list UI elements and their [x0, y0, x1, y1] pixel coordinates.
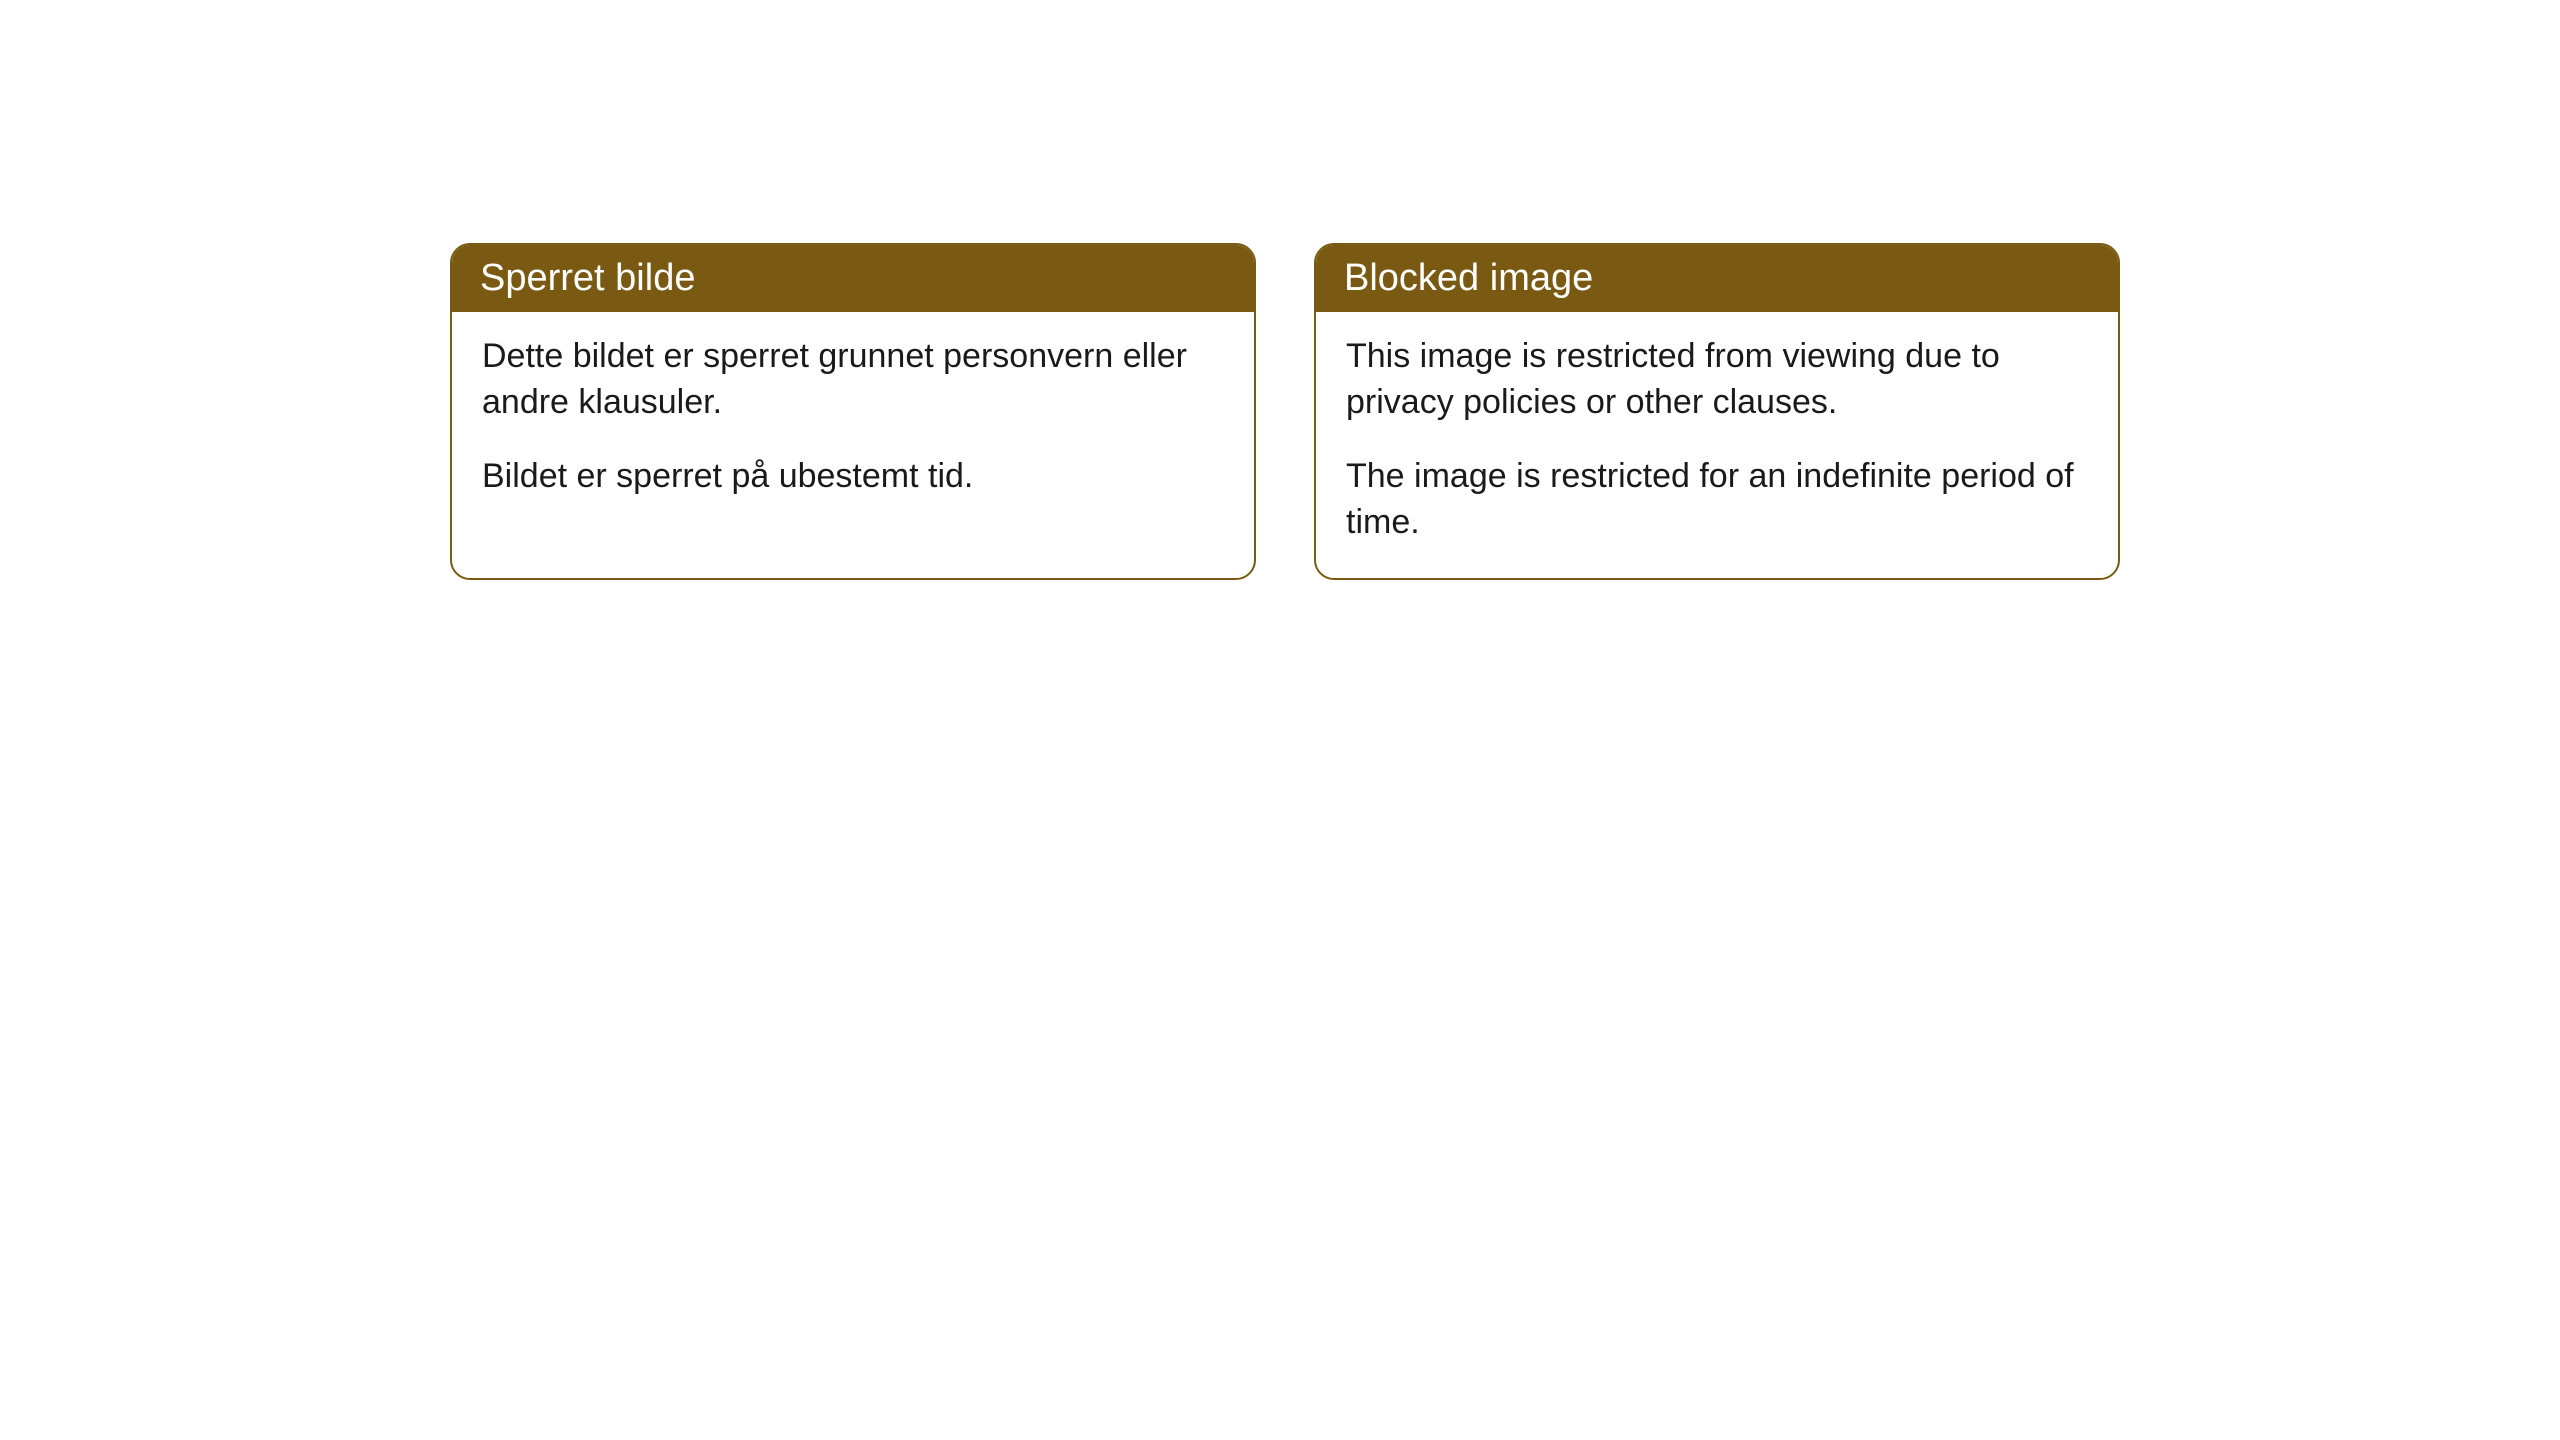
card-title-en: Blocked image [1344, 257, 1593, 299]
card-paragraph-2-no: Bildet er sperret på ubestemt tid. [482, 454, 1224, 500]
blocked-image-card-en: Blocked image This image is restricted f… [1314, 243, 2120, 580]
card-paragraph-1-no: Dette bildet er sperret grunnet personve… [482, 334, 1224, 426]
card-body-no: Dette bildet er sperret grunnet personve… [452, 312, 1254, 532]
card-paragraph-1-en: This image is restricted from viewing du… [1346, 334, 2088, 426]
notice-cards-container: Sperret bilde Dette bildet er sperret gr… [450, 243, 2120, 580]
card-header-no: Sperret bilde [452, 245, 1254, 312]
card-body-en: This image is restricted from viewing du… [1316, 312, 2118, 578]
card-header-en: Blocked image [1316, 245, 2118, 312]
card-paragraph-2-en: The image is restricted for an indefinit… [1346, 454, 2088, 546]
blocked-image-card-no: Sperret bilde Dette bildet er sperret gr… [450, 243, 1256, 580]
card-title-no: Sperret bilde [480, 257, 695, 299]
